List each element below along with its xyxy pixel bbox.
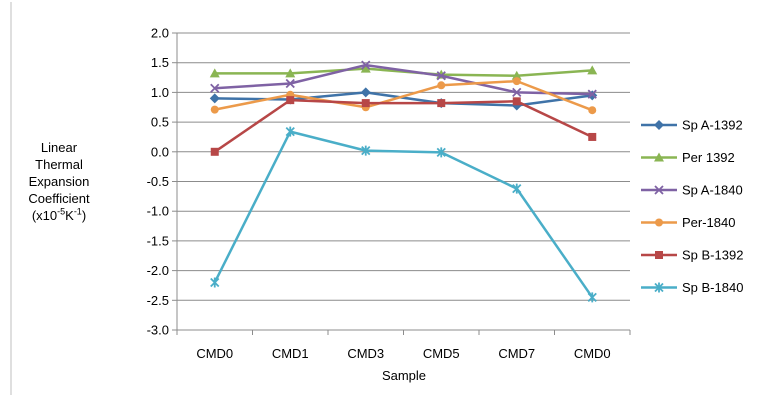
data-point	[209, 93, 220, 104]
legend-label: Per 1392	[682, 150, 735, 165]
legend-swatch-marker	[655, 251, 663, 259]
x-tick-label: CMD5	[423, 346, 460, 361]
data-point	[361, 99, 370, 108]
data-point	[512, 97, 521, 106]
x-tick-label: CMD7	[498, 346, 535, 361]
data-point	[512, 87, 522, 98]
data-point	[588, 106, 597, 115]
legend-entry: Per 1392	[641, 150, 735, 165]
legend-entry: Sp B-1392	[641, 248, 743, 263]
legend: Sp A-1392 Per 1392 Sp A-1840 Per-1840 Sp B-1…	[641, 118, 743, 295]
legend-entry: Sp B-1840	[641, 280, 743, 295]
data-point	[436, 71, 446, 81]
y-tick-label: 0.5	[151, 115, 169, 130]
data-point	[587, 65, 598, 75]
grid-lines	[172, 32, 631, 335]
y-axis-unit: (x10-5K-1)	[14, 207, 104, 224]
x-tick-label: CMD0	[574, 346, 611, 361]
unit-prefix: (x10	[31, 208, 58, 223]
legend-label: Sp B-1840	[682, 280, 743, 295]
x-tick-label: CMD3	[347, 346, 384, 361]
y-axis-label-line: Linear	[40, 140, 78, 155]
x-axis-label: Sample	[381, 368, 427, 383]
y-tick-labels: 2.0 1.5 1.0 0.5 0.0 -0.5 -1.0 -1.5 -2.0 -2.5 -3.0	[147, 26, 169, 338]
legend-swatch-marker	[654, 185, 664, 195]
y-tick-label: 0.0	[151, 144, 169, 159]
data-point	[285, 126, 295, 137]
data-point	[210, 105, 219, 114]
x-tick-labels: CMD0 CMD1 CMD3 CMD5 CMD7 CMD0	[196, 346, 610, 361]
data-point	[210, 147, 219, 156]
y-tick-label: -2.0	[147, 263, 169, 278]
y-tick-label: -1.5	[147, 233, 169, 248]
data-point	[512, 183, 522, 194]
series-line	[214, 63, 593, 96]
x-tick-label: CMD1	[272, 346, 309, 361]
data-point	[361, 60, 371, 70]
unit-exponent-2: -1	[73, 206, 82, 217]
legend-label: Sp A-1392	[682, 118, 743, 133]
legend-swatch-marker	[654, 120, 664, 130]
data-point	[210, 277, 220, 288]
data-point	[360, 63, 371, 73]
data-point	[587, 89, 597, 99]
unit-suffix: )	[81, 208, 87, 223]
y-axis-label-line: Coefficient	[28, 191, 90, 206]
legend-label: Sp B-1392	[682, 248, 743, 263]
series-line	[213, 130, 594, 299]
y-tick-label: -3.0	[147, 323, 169, 338]
data-point	[511, 70, 522, 80]
legend-swatch-marker	[654, 152, 664, 162]
legend-label: Sp A-1840	[682, 183, 743, 198]
series-per-1392	[209, 63, 598, 80]
data-point	[286, 96, 295, 105]
data-point	[437, 81, 446, 90]
unit-mid: K	[65, 208, 74, 223]
legend-entry: Sp A-1840	[641, 183, 743, 198]
legend-label: Per-1840	[682, 215, 735, 230]
legend-entry: Sp A-1392	[641, 118, 743, 133]
y-axis-label-line: Thermal	[35, 157, 83, 172]
y-tick-label: 1.5	[151, 55, 169, 70]
y-axis-label-line: Expansion	[28, 174, 90, 189]
data-point	[285, 78, 295, 89]
data-point	[512, 77, 521, 86]
series-per-1840	[210, 77, 597, 115]
series-line	[214, 91, 593, 107]
data-point	[436, 147, 446, 158]
legend-swatch-marker	[654, 282, 664, 293]
legend-entry: Per-1840	[641, 215, 735, 230]
series-lines	[209, 60, 598, 303]
series-line	[214, 98, 593, 153]
y-tick-label: 2.0	[151, 26, 169, 41]
series-sp-b-1840	[210, 126, 597, 303]
data-point	[587, 292, 597, 303]
y-axis-label: Linear Thermal Expansion Coefficient (x1…	[14, 139, 104, 224]
data-point	[360, 87, 371, 98]
x-tick-label: CMD0	[196, 346, 233, 361]
data-point	[588, 132, 597, 141]
y-tick-label: 1.0	[151, 85, 169, 100]
data-point	[285, 68, 296, 78]
y-tick-label: -1.0	[147, 204, 169, 219]
series-line	[214, 79, 593, 112]
y-tick-label: -2.5	[147, 293, 169, 308]
series-sp-a-1840	[210, 60, 597, 99]
y-tick-label: -0.5	[147, 174, 169, 189]
series-sp-b-1392	[210, 96, 597, 156]
data-point	[361, 145, 371, 156]
data-point	[209, 68, 220, 78]
unit-exponent-1: -5	[57, 206, 66, 217]
data-point	[437, 99, 446, 108]
legend-swatch-marker	[655, 218, 663, 227]
data-point	[210, 83, 220, 93]
